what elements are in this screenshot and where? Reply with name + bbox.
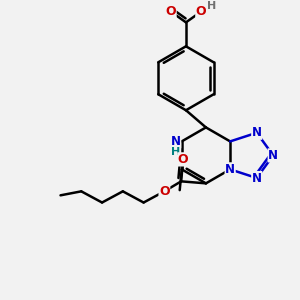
Text: N: N: [225, 163, 235, 176]
Text: H: H: [171, 147, 180, 157]
Text: O: O: [159, 185, 170, 198]
Text: N: N: [171, 135, 181, 148]
Text: N: N: [252, 172, 262, 184]
Text: O: O: [166, 5, 176, 18]
Text: O: O: [178, 153, 188, 166]
Text: N: N: [268, 149, 278, 162]
Text: N: N: [252, 126, 262, 139]
Text: H: H: [207, 2, 217, 11]
Text: O: O: [196, 5, 206, 18]
